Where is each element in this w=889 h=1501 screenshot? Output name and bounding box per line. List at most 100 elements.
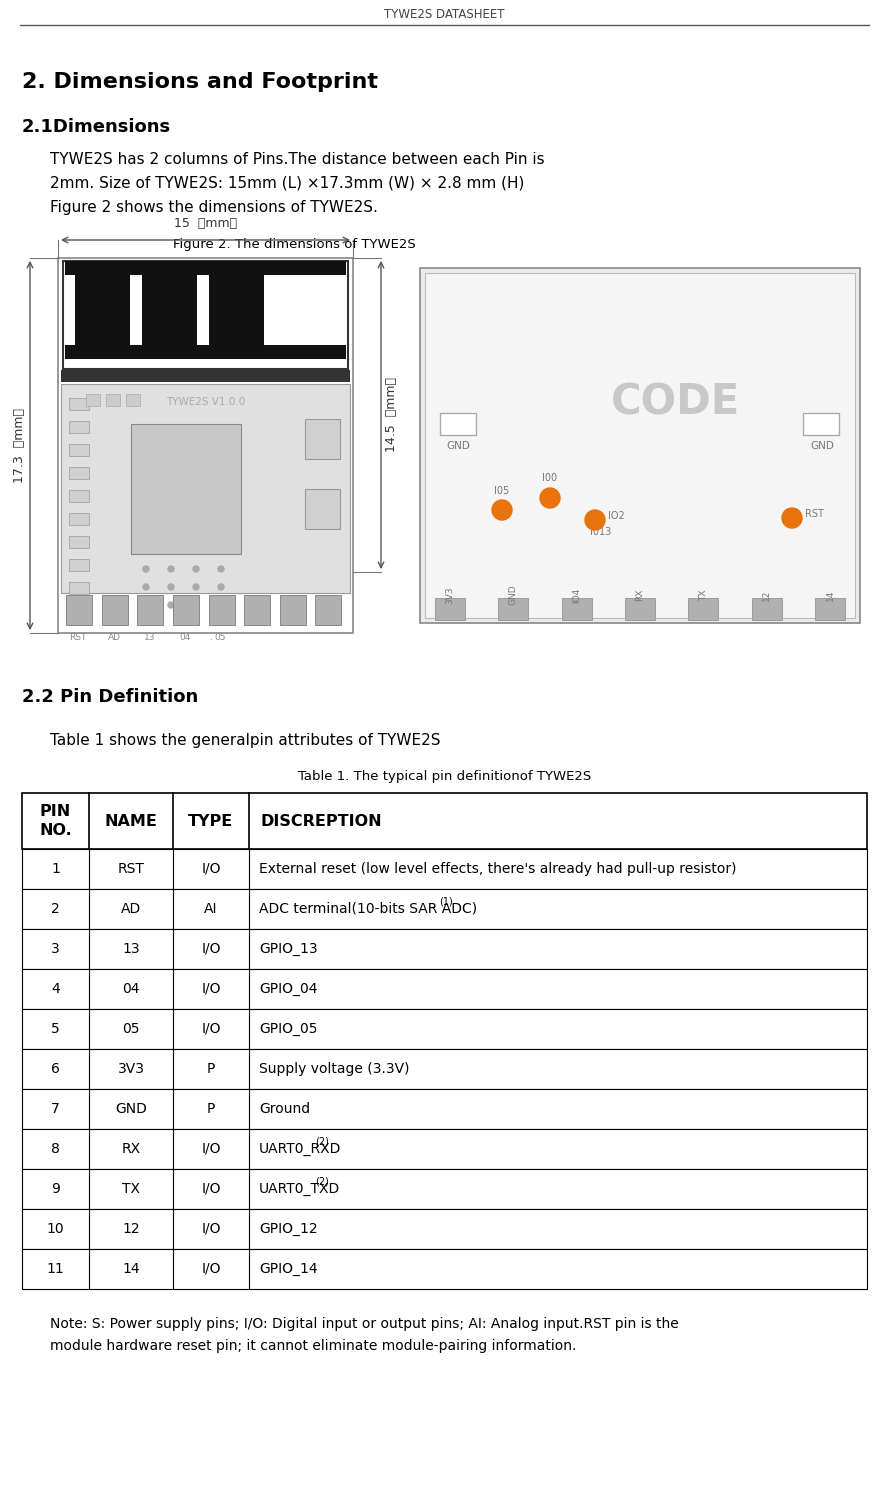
Text: I/O: I/O xyxy=(201,982,220,997)
Text: GPIO_14: GPIO_14 xyxy=(259,1262,317,1276)
Circle shape xyxy=(218,566,224,572)
Circle shape xyxy=(218,602,224,608)
Text: GPIO_12: GPIO_12 xyxy=(259,1222,317,1235)
Circle shape xyxy=(193,584,199,590)
Bar xyxy=(69,582,89,594)
Text: GND: GND xyxy=(115,1102,147,1117)
Circle shape xyxy=(782,507,802,528)
Text: UART0_RXD: UART0_RXD xyxy=(259,1142,341,1156)
Bar xyxy=(126,393,140,405)
Bar xyxy=(69,420,89,432)
Circle shape xyxy=(193,602,199,608)
Circle shape xyxy=(540,488,560,507)
Bar xyxy=(137,594,164,624)
Bar xyxy=(69,558,89,570)
Text: IO4: IO4 xyxy=(573,587,581,602)
Text: RST: RST xyxy=(69,633,87,642)
Bar xyxy=(65,261,346,275)
Text: GND: GND xyxy=(509,585,517,605)
Text: GPIO_05: GPIO_05 xyxy=(259,1022,317,1036)
Text: CODE: CODE xyxy=(611,381,740,423)
Text: 1: 1 xyxy=(51,862,60,877)
Text: TYWE2S DATASHEET: TYWE2S DATASHEET xyxy=(384,8,505,21)
Text: 04: 04 xyxy=(180,633,190,642)
Bar xyxy=(209,594,235,624)
Circle shape xyxy=(143,566,149,572)
Bar xyxy=(22,929,867,970)
Text: TYPE: TYPE xyxy=(188,814,234,829)
Text: I/O: I/O xyxy=(201,1262,220,1276)
Bar xyxy=(209,275,264,347)
Text: 11: 11 xyxy=(46,1262,64,1276)
Bar xyxy=(69,467,89,479)
Text: AI: AI xyxy=(204,902,218,916)
Text: UART0_TXD: UART0_TXD xyxy=(259,1181,340,1196)
Text: AD: AD xyxy=(108,633,121,642)
Bar xyxy=(22,793,867,850)
Text: 14: 14 xyxy=(122,1262,140,1276)
Bar xyxy=(22,1090,867,1129)
Text: 12: 12 xyxy=(762,590,771,600)
Text: GPIO_13: GPIO_13 xyxy=(259,943,317,956)
Circle shape xyxy=(143,602,149,608)
Bar xyxy=(625,597,655,620)
Text: 3: 3 xyxy=(52,943,60,956)
Circle shape xyxy=(168,584,174,590)
Text: 2.2 Pin Definition: 2.2 Pin Definition xyxy=(22,687,198,705)
Text: I/O: I/O xyxy=(201,1181,220,1196)
Text: DISCREPTION: DISCREPTION xyxy=(261,814,382,829)
Circle shape xyxy=(585,510,605,530)
Bar xyxy=(305,489,340,528)
Text: TYWE2S has 2 columns of Pins.The distance between each Pin is: TYWE2S has 2 columns of Pins.The distanc… xyxy=(50,152,545,167)
Text: 3V3: 3V3 xyxy=(117,1063,145,1076)
Bar xyxy=(752,597,781,620)
Text: GND: GND xyxy=(810,441,834,450)
Text: Table 1. The typical pin definitionof TYWE2S: Table 1. The typical pin definitionof TY… xyxy=(298,770,591,784)
Bar xyxy=(69,536,89,548)
Text: RST: RST xyxy=(805,509,824,519)
Text: 3V3: 3V3 xyxy=(445,587,454,603)
Circle shape xyxy=(218,584,224,590)
Text: RX: RX xyxy=(122,1142,140,1156)
Bar xyxy=(499,597,528,620)
Bar xyxy=(75,275,130,347)
Bar xyxy=(280,594,306,624)
Circle shape xyxy=(168,602,174,608)
Bar xyxy=(63,261,348,369)
Bar xyxy=(69,398,89,410)
Bar xyxy=(58,258,353,633)
Circle shape xyxy=(193,566,199,572)
Bar xyxy=(131,423,241,554)
Text: 9: 9 xyxy=(51,1181,60,1196)
Text: GPIO_04: GPIO_04 xyxy=(259,982,317,997)
Bar xyxy=(420,269,860,623)
Bar xyxy=(61,384,350,593)
Text: 15  （mm）: 15 （mm） xyxy=(174,218,237,230)
Circle shape xyxy=(492,500,512,519)
Bar xyxy=(69,444,89,456)
Text: RST: RST xyxy=(117,862,144,877)
Text: 6: 6 xyxy=(51,1063,60,1076)
Bar xyxy=(66,594,92,624)
Text: I00: I00 xyxy=(542,473,557,483)
Bar xyxy=(425,273,855,618)
Text: I013: I013 xyxy=(590,527,612,537)
Text: TYWE2S V1.0.0: TYWE2S V1.0.0 xyxy=(166,396,245,407)
Text: Figure 2. The dimensions of TYWE2S: Figure 2. The dimensions of TYWE2S xyxy=(173,239,416,251)
Text: 13: 13 xyxy=(144,633,156,642)
Bar xyxy=(562,597,592,620)
Circle shape xyxy=(168,566,174,572)
Text: 14.5  （mm）: 14.5 （mm） xyxy=(385,377,398,452)
Text: 2. Dimensions and Footprint: 2. Dimensions and Footprint xyxy=(22,72,378,92)
Text: ADC terminal(10-bits SAR ADC): ADC terminal(10-bits SAR ADC) xyxy=(259,902,477,916)
Text: 8: 8 xyxy=(51,1142,60,1156)
Text: TX: TX xyxy=(122,1181,140,1196)
Text: Note: S: Power supply pins; I/O: Digital input or output pins; AI: Analog input.: Note: S: Power supply pins; I/O: Digital… xyxy=(50,1316,678,1331)
Bar xyxy=(803,413,839,435)
Text: PIN
NO.: PIN NO. xyxy=(39,805,72,838)
Text: I05: I05 xyxy=(494,486,509,495)
Bar xyxy=(22,889,867,929)
Bar xyxy=(142,275,197,347)
Bar xyxy=(22,1129,867,1169)
Text: 10: 10 xyxy=(47,1222,64,1235)
